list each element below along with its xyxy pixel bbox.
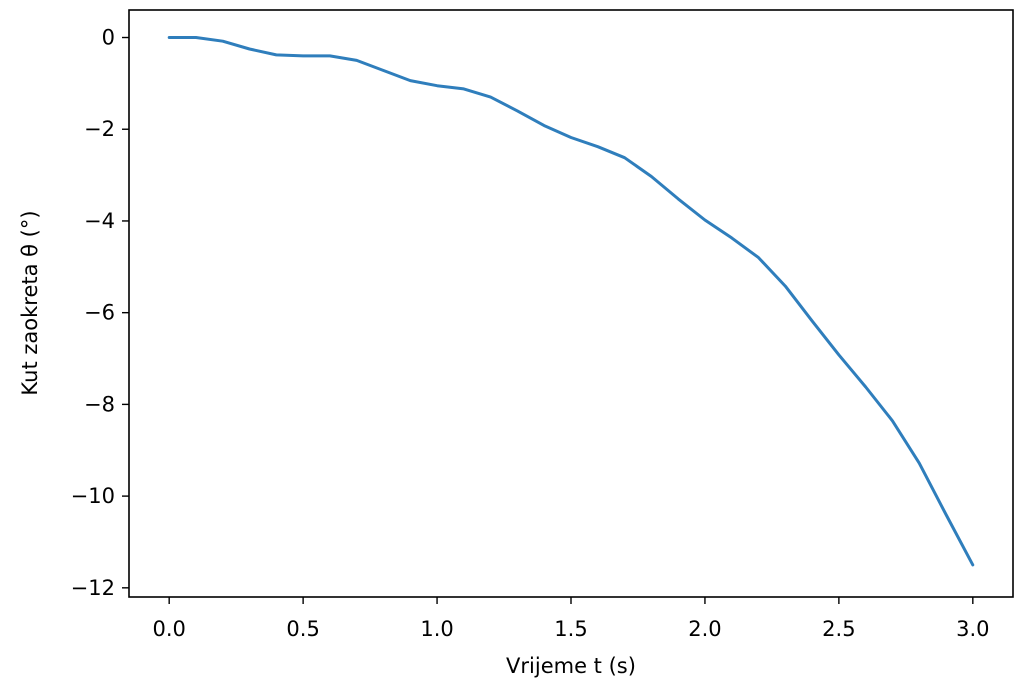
y-tick-label: −8: [84, 392, 115, 416]
y-tick-label: −12: [71, 576, 115, 600]
y-tick-label: −2: [84, 117, 115, 141]
y-tick-label: 0: [102, 26, 115, 50]
plot-frame: [128, 9, 1014, 598]
x-tick-label: 0.5: [286, 617, 319, 641]
x-tick-label: 1.5: [554, 617, 587, 641]
y-tick-label: −10: [71, 484, 115, 508]
y-tick-label: −6: [84, 301, 115, 325]
x-tick-label: 2.5: [822, 617, 855, 641]
x-tick-label: 3.0: [956, 617, 989, 641]
series-line: [167, 36, 975, 567]
y-axis-label: Kut zaokreta θ (°): [18, 210, 42, 395]
x-tick-label: 0.0: [152, 617, 185, 641]
ticks-group: 0.0 0.5 1.0 1.5 2.0 2.5 3.0 0 −2 −4 −6 −8 −10 −12: [71, 26, 990, 641]
x-tick-label: 1.0: [420, 617, 453, 641]
plot-background: [129, 10, 1013, 597]
x-tick-label: 2.0: [688, 617, 721, 641]
x-axis-label: Vrijeme t (s): [506, 654, 636, 678]
y-tick-label: −4: [84, 209, 115, 233]
